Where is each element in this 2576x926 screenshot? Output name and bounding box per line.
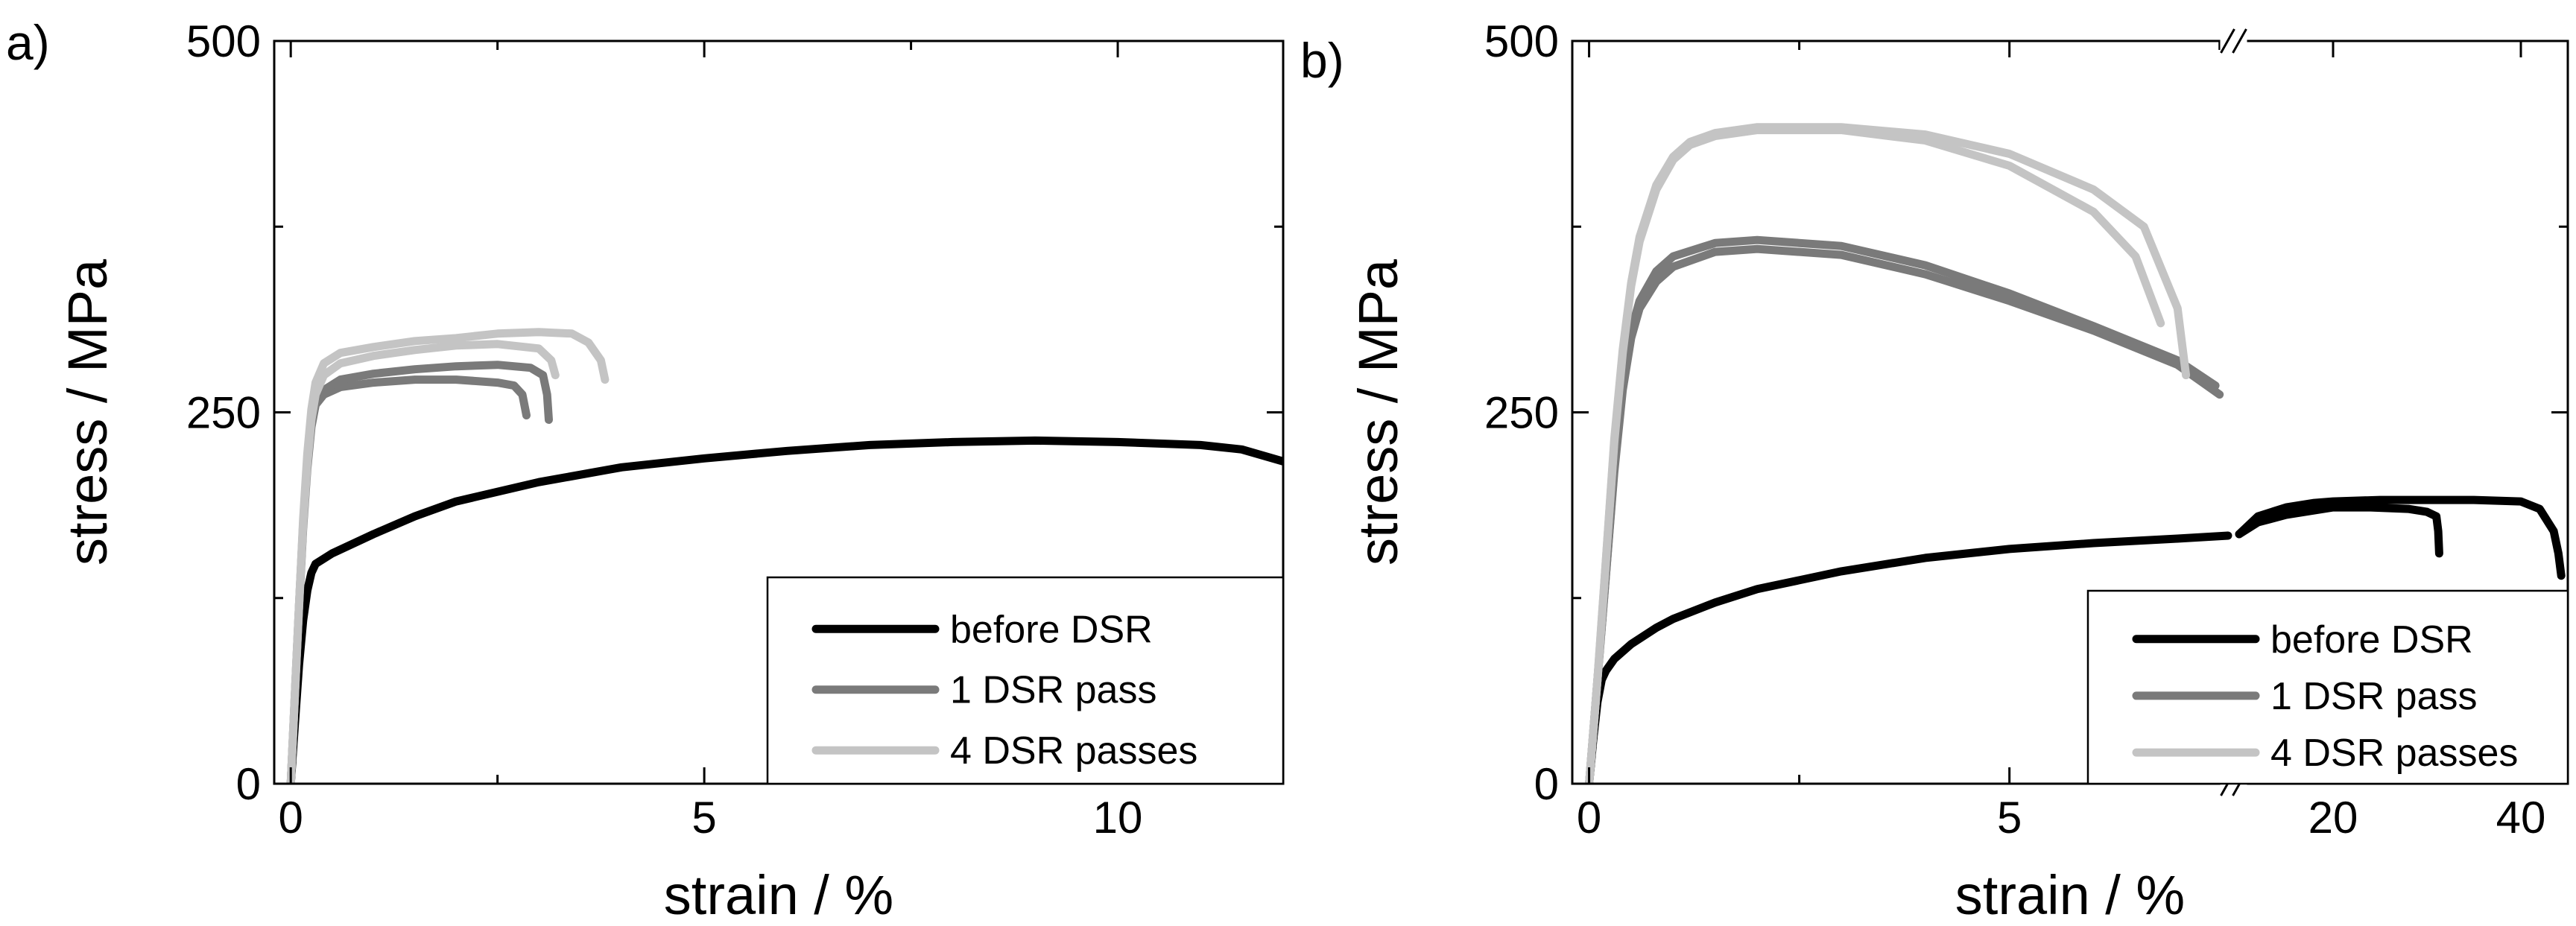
panel-b-ticks: 0 5 20 40 0 250 500 bbox=[1484, 16, 2568, 843]
x-tick-label: 10 bbox=[1093, 793, 1143, 843]
y-tick-label: 0 bbox=[1534, 759, 1559, 809]
legend-label-before-dsr: before DSR bbox=[2270, 618, 2473, 662]
series-line-before-dsr-2 bbox=[2235, 503, 2443, 558]
panel-a-series-layer bbox=[286, 328, 1283, 784]
panel-b-series-layer bbox=[1585, 123, 2566, 784]
legend-label-1-dsr-pass: 1 DSR pass bbox=[950, 669, 1156, 712]
panel-b-x-axis-title: strain / % bbox=[1955, 864, 2185, 926]
y-tick-label: 500 bbox=[186, 16, 261, 66]
series-line-before-dsr-3 bbox=[2235, 495, 2566, 580]
y-tick-label: 0 bbox=[236, 759, 261, 809]
legend-label-4-dsr-passes: 4 DSR passes bbox=[2270, 732, 2518, 775]
legend-label-before-dsr: before DSR bbox=[950, 608, 1153, 651]
x-tick-label: 0 bbox=[1577, 793, 1601, 843]
x-tick-label: 5 bbox=[692, 793, 716, 843]
y-tick-label: 250 bbox=[186, 388, 261, 438]
series-line-1-dsr-pass-1 bbox=[286, 375, 531, 784]
panel-a-stress-strain-chart: a) 0 5 10 0 250 500 strain / % stress / MPa b… bbox=[6, 15, 1285, 926]
series-line-1-dsr-pass-2 bbox=[286, 361, 553, 784]
x-tick-label: 5 bbox=[1997, 793, 2022, 843]
series-line-4-dsr-passes-1 bbox=[1585, 126, 2165, 784]
panel-b-legend: before DSR 1 DSR pass 4 DSR passes bbox=[2086, 589, 2569, 785]
series-line-before-dsr-1 bbox=[286, 436, 1283, 784]
axis-break-slash bbox=[2232, 28, 2247, 54]
panel-a-label: a) bbox=[6, 15, 50, 70]
panel-a-legend: before DSR 1 DSR pass 4 DSR passes bbox=[766, 576, 1285, 785]
y-tick-label: 500 bbox=[1484, 16, 1559, 66]
series-line-4-dsr-passes-2 bbox=[286, 328, 610, 784]
series-line-4-dsr-passes-1 bbox=[286, 340, 560, 784]
legend-label-1-dsr-pass: 1 DSR pass bbox=[2270, 675, 2477, 718]
panel-b-label: b) bbox=[1300, 33, 1344, 88]
x-tick-label: 0 bbox=[279, 793, 303, 843]
x-tick-label: 20 bbox=[2308, 793, 2358, 843]
panel-b-y-axis-title: stress / MPa bbox=[1347, 259, 1409, 565]
series-line-4-dsr-passes-2 bbox=[1585, 123, 2191, 784]
legend-label-4-dsr-passes: 4 DSR passes bbox=[950, 729, 1197, 773]
x-tick-label: 40 bbox=[2496, 793, 2546, 843]
panel-a-ticks: 0 5 10 0 250 500 bbox=[186, 16, 1283, 843]
panel-b-stress-strain-chart: b) 0 5 20 40 0 250 500 strain / % stress / MPa… bbox=[1300, 16, 2569, 926]
panel-a-y-axis-title: stress / MPa bbox=[57, 259, 118, 565]
axis-break-slash bbox=[2220, 28, 2235, 54]
y-tick-label: 250 bbox=[1484, 388, 1559, 438]
panel-a-x-axis-title: strain / % bbox=[664, 864, 893, 926]
